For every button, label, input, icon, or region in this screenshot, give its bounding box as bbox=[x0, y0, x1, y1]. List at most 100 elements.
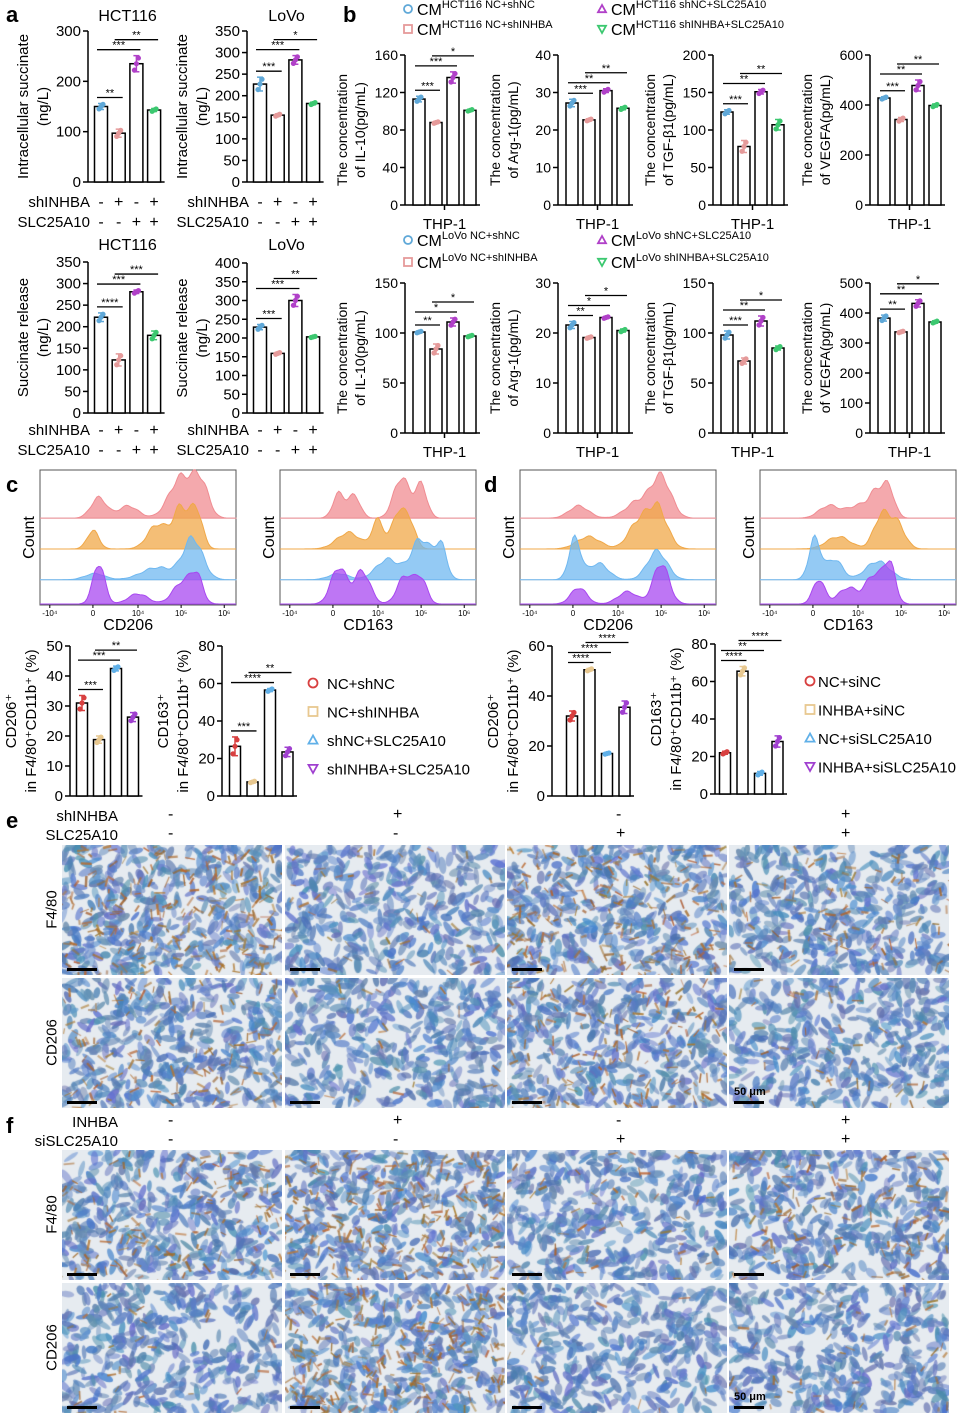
ihc-image bbox=[729, 1283, 949, 1413]
group-sign: + bbox=[308, 422, 317, 439]
histogram-curve bbox=[280, 538, 476, 581]
y-tick-label: 300 bbox=[215, 45, 240, 62]
y-tick-label: 100 bbox=[56, 362, 81, 379]
y-tick-label: 150 bbox=[215, 109, 240, 126]
data-point bbox=[259, 76, 265, 82]
y-tick-label: 0 bbox=[543, 425, 551, 441]
chart-title: HCT116 bbox=[98, 8, 156, 25]
y-tick-label: 0 bbox=[390, 197, 398, 213]
data-point bbox=[622, 326, 628, 333]
y-axis-label: CD163⁺ bbox=[648, 692, 665, 747]
y-tick-label: 50 bbox=[690, 375, 706, 391]
bar bbox=[736, 670, 749, 795]
y-tick-label: 300 bbox=[56, 23, 81, 40]
data-point bbox=[917, 298, 923, 304]
bar bbox=[928, 104, 942, 206]
bar-chart-b-top1: 0 10 20 30 40 The concentration of Arg-1(pg/mL… bbox=[487, 47, 633, 233]
bar bbox=[894, 118, 908, 206]
y-tick-label: 80 bbox=[382, 122, 398, 138]
condition-sign: - bbox=[168, 1112, 174, 1129]
y-tick-label: 600 bbox=[840, 47, 864, 63]
y-tick-label: 160 bbox=[375, 47, 399, 63]
group-sign: + bbox=[308, 442, 317, 459]
data-point bbox=[100, 311, 106, 317]
bar-chart-b-bottom1: 0 10 20 30 The concentration of Arg-1(pg/mL) *… bbox=[487, 275, 633, 461]
y-tick-label: 100 bbox=[375, 325, 399, 341]
x-axis-label: THP-1 bbox=[731, 444, 774, 461]
bar-chart-a0: 0 100 200 300 Intracellular succinate (ng/L) H… bbox=[15, 8, 165, 231]
group-row-label: shINHBA bbox=[28, 422, 90, 439]
y-axis-label: of VEGFA(pg/mL) bbox=[817, 75, 833, 185]
x-tick-label: -10⁴ bbox=[522, 609, 538, 618]
significance-label: ** bbox=[888, 299, 897, 311]
significance-label: **** bbox=[751, 631, 769, 643]
y-tick-label: 100 bbox=[56, 124, 81, 141]
condition-sign: - bbox=[168, 1131, 174, 1148]
y-tick-label: 80 bbox=[691, 636, 708, 653]
data-point bbox=[131, 67, 137, 73]
group-sign: + bbox=[132, 442, 141, 459]
significance-label: * bbox=[293, 30, 298, 42]
condition-label: siSLC25A10 bbox=[34, 1133, 118, 1150]
data-point bbox=[777, 118, 783, 124]
bar bbox=[305, 102, 321, 183]
y-axis-label: of Arg-1(pg/mL) bbox=[505, 309, 521, 406]
bar bbox=[252, 326, 268, 414]
bar bbox=[146, 334, 162, 414]
y-axis-label: The concentration bbox=[487, 302, 503, 414]
chart-title: LoVo bbox=[268, 8, 305, 25]
y-tick-label: 0 bbox=[232, 405, 240, 422]
condition-label: INHBA bbox=[72, 1114, 118, 1131]
histogram-curve bbox=[280, 568, 476, 605]
histogram-curve bbox=[40, 535, 237, 581]
significance-label: *** bbox=[271, 40, 285, 52]
group-sign: + bbox=[132, 214, 141, 231]
y-tick-label: 400 bbox=[840, 97, 864, 113]
y-tick-label: 10 bbox=[535, 160, 551, 176]
data-point bbox=[571, 319, 577, 326]
panel-label-b: b bbox=[343, 2, 357, 27]
legend-item: CMLoVo NC+shNC bbox=[403, 230, 520, 250]
significance-label: **** bbox=[598, 633, 616, 645]
significance-label: ** bbox=[585, 73, 594, 85]
bar-chart-b-bottom2: 0 50 100 150 The concentration of TGF-β1(pg/m… bbox=[642, 275, 788, 461]
ihc-image bbox=[507, 1150, 727, 1280]
scale-bar bbox=[512, 1273, 542, 1276]
bar bbox=[281, 751, 294, 797]
bar bbox=[446, 76, 460, 206]
data-point bbox=[777, 344, 783, 350]
row-label-cd206: CD206 bbox=[43, 1019, 61, 1066]
x-tick-label: 10⁵ bbox=[415, 609, 427, 618]
legend-label: CMHCT116 shINHBA+SLC25A10 bbox=[611, 19, 784, 39]
y-tick-label: 50 bbox=[382, 375, 398, 391]
scale-bar bbox=[67, 968, 97, 971]
y-axis-label: Count bbox=[261, 516, 278, 559]
data-point bbox=[115, 664, 121, 670]
significance-label: ** bbox=[740, 300, 749, 312]
y-axis-label: of TGF-β1(pg/mL) bbox=[660, 74, 676, 186]
data-point bbox=[79, 700, 85, 706]
bar-chart-a2: 0 50 100 150 200 250 300 350 Succinate release (n… bbox=[15, 237, 165, 459]
y-tick-label: 300 bbox=[56, 276, 81, 293]
x-tick-label: -10⁴ bbox=[282, 609, 298, 618]
triangle-down-marker-icon bbox=[803, 762, 817, 773]
y-tick-label: 100 bbox=[215, 368, 240, 385]
y-axis-label: of Arg-1(pg/mL) bbox=[505, 81, 521, 178]
significance-label: * bbox=[434, 302, 439, 314]
significance-label: ** bbox=[602, 63, 611, 75]
significance-label: *** bbox=[93, 650, 107, 662]
significance-label: ** bbox=[291, 269, 300, 281]
y-tick-label: 60 bbox=[691, 674, 708, 691]
group-sign: - bbox=[134, 422, 139, 439]
x-axis-label: THP-1 bbox=[576, 444, 619, 461]
data-point bbox=[153, 106, 159, 112]
bar bbox=[754, 320, 768, 434]
data-point bbox=[286, 746, 293, 752]
group-sign: + bbox=[149, 194, 158, 211]
bar bbox=[412, 98, 426, 206]
legend-item: CMHCT116 NC+shINHBA bbox=[403, 19, 553, 39]
data-point bbox=[622, 104, 628, 110]
bar bbox=[877, 97, 891, 206]
y-axis-label: Succinate release bbox=[174, 278, 191, 397]
x-axis-label: CD163 bbox=[823, 617, 873, 634]
